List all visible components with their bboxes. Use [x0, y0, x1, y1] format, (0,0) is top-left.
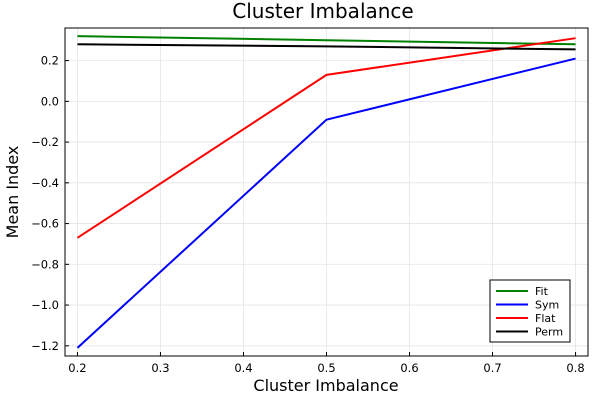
x-tick-label: 0.4 — [234, 361, 252, 375]
x-tick-label: 0.3 — [151, 361, 169, 375]
x-tick-label: 0.8 — [566, 361, 584, 375]
y-axis-ticks: −1.2 −1.0 −0.8 −0.6 −0.4 −0.2 0.0 0.2 — [31, 54, 69, 353]
y-axis-label: Mean Index — [3, 146, 22, 239]
y-tick-label: −1.0 — [31, 298, 59, 312]
legend-entry-flat: Flat — [535, 312, 556, 325]
series-line-fit — [77, 35, 576, 46]
x-tick-label: 0.6 — [400, 361, 418, 375]
x-axis-label: Cluster Imbalance — [253, 376, 398, 395]
x-axis-ticks: 0.2 0.3 0.4 0.5 0.6 0.7 0.8 — [68, 352, 585, 375]
y-tick-label: −0.2 — [31, 135, 59, 149]
legend-entry-perm: Perm — [535, 326, 563, 339]
x-tick-label: 0.2 — [68, 361, 86, 375]
x-tick-label: 0.7 — [483, 361, 501, 375]
series-lines — [76, 35, 576, 349]
series-line-flat — [76, 37, 576, 239]
y-tick-label: −0.6 — [31, 217, 59, 231]
y-tick-label: −1.2 — [31, 339, 59, 353]
x-tick-label: 0.5 — [317, 361, 335, 375]
series-line-sym — [76, 57, 576, 349]
y-tick-label: −0.4 — [31, 176, 59, 190]
grid — [65, 28, 588, 356]
chart-title: Cluster Imbalance — [232, 0, 413, 23]
y-tick-label: −0.8 — [31, 257, 59, 271]
legend-entry-sym: Sym — [535, 299, 559, 312]
y-tick-label: 0.0 — [41, 94, 59, 108]
y-tick-label: 0.2 — [41, 54, 59, 68]
legend-entry-fit: Fit — [535, 285, 549, 298]
series-line-perm — [77, 43, 576, 51]
